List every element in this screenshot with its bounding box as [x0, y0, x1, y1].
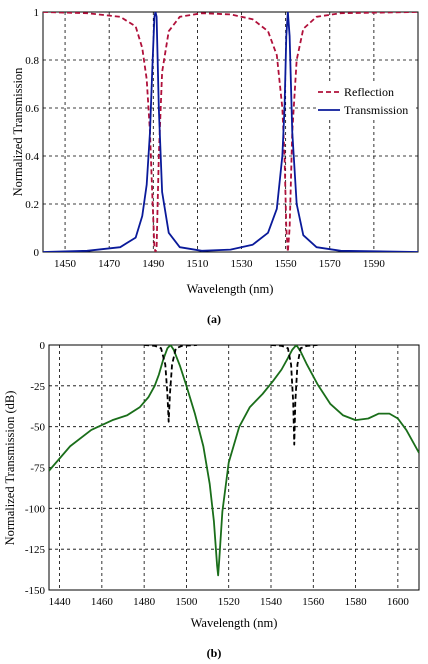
legend-box	[316, 82, 416, 120]
x-tick-label-b: 1540	[260, 596, 283, 608]
series-a	[43, 12, 418, 252]
tick-labels-a: 1450 1470 1490 1510 1530 1550 1570 1590 0 0.2 0.4 0…	[25, 7, 385, 270]
x-tick-label-b: 1460	[91, 596, 114, 608]
legend-a: Reflection Transmission	[316, 82, 416, 120]
y-tick-label-a: 0	[34, 247, 40, 259]
chart-b: 1440 1460 1480 1500 1520 1540 1560 1580 1600 0 -25…	[3, 340, 420, 660]
x-tick-label-b: 1580	[345, 596, 368, 608]
legend-label-reflection: Reflection	[344, 85, 394, 99]
y-tick-label-b: -50	[30, 422, 45, 434]
y-tick-label-a: 0.8	[25, 55, 39, 67]
plot-area-a	[42, 11, 419, 253]
x-tick-label-a: 1470	[98, 258, 121, 270]
chart-a: 1450 1470 1490 1510 1530 1550 1570 1590 0 0.2 0.4 0…	[11, 7, 419, 326]
x-tick-label-b: 1480	[133, 596, 156, 608]
x-tick-label-a: 1510	[186, 258, 209, 270]
x-tick-label-a: 1590	[363, 258, 386, 270]
y-tick-label-b: -25	[30, 381, 45, 393]
y-tick-label-a: 0.2	[25, 199, 39, 211]
y-tick-label-a: 0.6	[25, 103, 39, 115]
y-tick-label-a: 1	[34, 7, 40, 19]
x-tick-label-a: 1450	[54, 258, 77, 270]
panel-label-b: (b)	[207, 646, 222, 660]
series-line-b-2	[270, 345, 318, 446]
series-line-a-transmission	[43, 12, 418, 252]
y-tick-label-b: -100	[25, 503, 46, 515]
y-tick-label-b: -75	[30, 463, 45, 475]
legend-label-transmission: Transmission	[344, 103, 408, 117]
gridlines-b	[49, 344, 419, 591]
x-tick-label-a: 1490	[142, 258, 165, 270]
y-tick-label-b: 0	[40, 340, 46, 352]
y-tick-label-b: -150	[25, 585, 46, 597]
y-axis-label-b: Normalized Transmission (dB)	[3, 391, 17, 546]
panel-label-a: (a)	[207, 312, 221, 326]
y-tick-label-a: 0.4	[25, 151, 39, 163]
y-tick-label-b: -125	[25, 544, 46, 556]
x-tick-label-b: 1560	[302, 596, 325, 608]
x-tick-label-a: 1550	[275, 258, 298, 270]
x-axis-label-b: Wavelength (nm)	[191, 616, 278, 630]
x-tick-label-b: 1600	[387, 596, 410, 608]
tick-labels-b: 1440 1460 1480 1500 1520 1540 1560 1580 1600 0 -25…	[25, 340, 410, 608]
x-axis-label-a: Wavelength (nm)	[187, 282, 274, 296]
series-b	[49, 345, 419, 577]
x-tick-label-b: 1500	[175, 596, 198, 608]
series-line-b-1	[144, 345, 198, 423]
x-tick-label-a: 1530	[231, 258, 254, 270]
x-tick-label-a: 1570	[319, 258, 342, 270]
series-line-b-0	[49, 345, 419, 577]
x-tick-label-b: 1520	[218, 596, 241, 608]
x-tick-label-b: 1440	[49, 596, 72, 608]
gridlines-a	[43, 11, 418, 253]
series-line-a-reflection	[43, 12, 418, 252]
y-axis-label-a: Normalized Transmission	[11, 67, 25, 197]
